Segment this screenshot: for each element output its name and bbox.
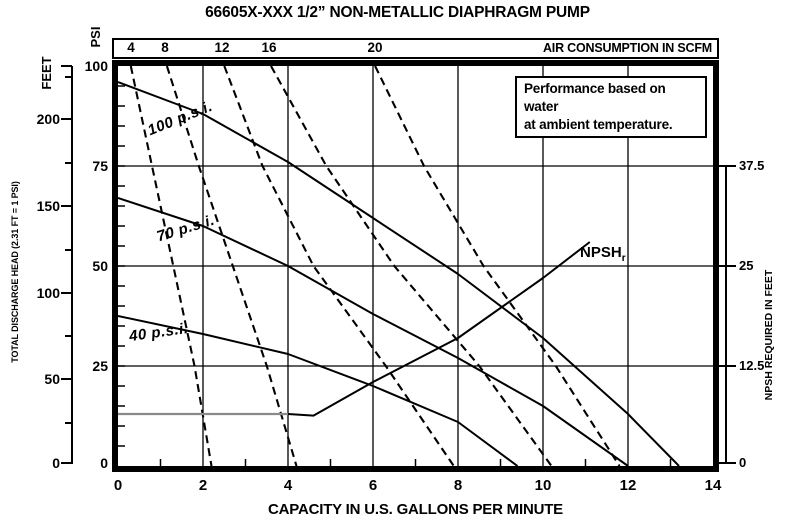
psi-tick-label: 25 (92, 358, 108, 374)
pressure-curve-40psi (118, 315, 519, 466)
npsh-tick-label: 0 (739, 455, 747, 470)
npsh-tick-label: 37.5 (739, 158, 765, 173)
npsh-curve (287, 241, 591, 417)
gpm-tick-label: 14 (704, 477, 722, 494)
scfm-tick-label: 20 (367, 40, 383, 55)
feet-axis-tick (61, 118, 72, 120)
npsh-axis-tick (719, 365, 736, 367)
feet-axis-tick (61, 378, 72, 380)
air-consumption-curve-8scfm (165, 66, 298, 466)
npsh-tick-label: 25 (739, 258, 754, 273)
feet-axis-label: FEET (39, 56, 54, 90)
feet-tick-label: 0 (52, 455, 60, 471)
air-consumption-curve-12scfm (223, 66, 455, 466)
npsh-axis-tick (719, 165, 736, 167)
feet-axis-minor-tick (65, 162, 72, 164)
scfm-tick-label: 4 (127, 40, 135, 55)
feet-axis-line (71, 66, 73, 464)
pressure-curve-70psi (118, 197, 629, 466)
page-title: 66605X-XXX 1/2” NON-METALLIC DIAPHRAGM P… (205, 4, 590, 21)
pressure-curve-100psi (118, 81, 680, 466)
gpm-tick-label: 4 (283, 477, 293, 494)
note-box: Performance based on water at ambient te… (515, 76, 707, 139)
npsh-axis-tick (719, 265, 736, 267)
feet-tick-label: 200 (36, 111, 60, 127)
feet-axis-minor-tick (65, 76, 72, 78)
air-consumption-curve-16scfm (270, 66, 553, 466)
feet-axis-tick (61, 462, 72, 464)
npsh-axis-tick (719, 462, 736, 464)
note-line1: Performance based on water (524, 81, 666, 114)
psi-axis-label: PSI (88, 26, 103, 48)
scfm-tick-label: 12 (214, 40, 230, 55)
gpm-tick-label: 10 (534, 477, 552, 494)
psi-tick-label: 0 (100, 455, 108, 471)
feet-axis-tick (61, 292, 72, 294)
npsh-axis-line (725, 166, 727, 464)
gpm-tick-label: 12 (619, 477, 637, 494)
plot-area: Performance based on water at ambient te… (112, 60, 719, 472)
feet-axis-minor-tick (65, 335, 72, 337)
air-consumption-axis-title: AIR CONSUMPTION IN SCFM (542, 41, 712, 55)
x-axis-title: CAPACITY IN U.S. GALLONS PER MINUTE (268, 501, 563, 518)
psi-tick-label: 50 (92, 258, 108, 274)
feet-axis-tick (61, 65, 72, 67)
feet-tick-label: 100 (36, 285, 60, 301)
feet-axis-tick (61, 205, 72, 207)
gpm-tick-label: 8 (453, 477, 463, 494)
feet-tick-label: 50 (44, 371, 60, 387)
feet-tick-label: 150 (36, 198, 60, 214)
note-line2: at ambient temperature. (524, 116, 673, 132)
psi-tick-label: 100 (84, 58, 108, 74)
psi-tick-label: 75 (92, 158, 108, 174)
total-discharge-head-label: TOTAL DISCHARGE HEAD (2.31 FT = 1 PSI) (10, 181, 20, 363)
gpm-tick-label: 0 (113, 477, 123, 494)
gpm-tick-label: 6 (368, 477, 378, 494)
scfm-tick-label: 8 (161, 40, 169, 55)
air-consumption-curve-4scfm (129, 66, 213, 466)
air-consumption-axis-band: 4 8 12 16 20 AIR CONSUMPTION IN SCFM (112, 38, 719, 59)
feet-axis-minor-tick (65, 249, 72, 251)
npsh-tick-label: 12.5 (739, 358, 765, 373)
scfm-tick-label: 16 (261, 40, 277, 55)
gpm-tick-label: 2 (198, 477, 208, 494)
air-consumption-curve-20scfm (374, 66, 621, 466)
feet-axis-minor-tick (65, 422, 72, 424)
curve-label-npsh: NPSHr (580, 244, 626, 264)
